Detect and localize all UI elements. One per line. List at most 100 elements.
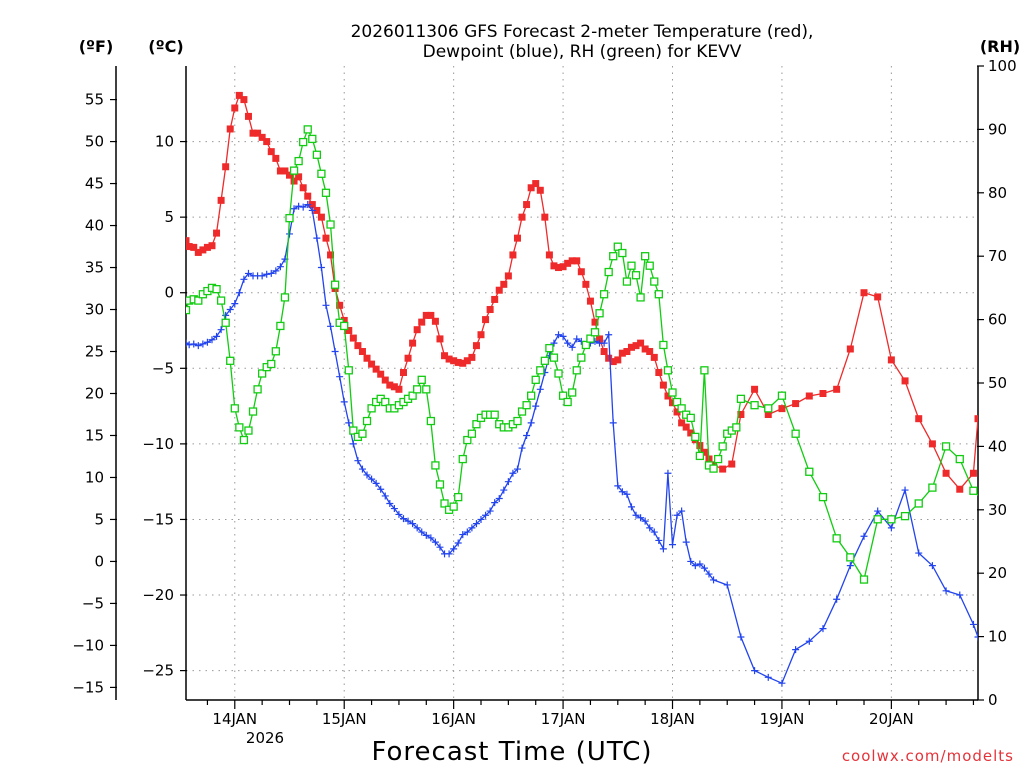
- temperature-marker: [618, 349, 626, 357]
- temperature-marker: [532, 180, 540, 188]
- rh-marker: [695, 451, 705, 461]
- temperature-marker: [404, 354, 412, 362]
- temperature-marker: [596, 335, 604, 343]
- rh-marker: [490, 410, 499, 419]
- chart-title-line2: Dewpoint (blue), RH (green) for KEVV: [423, 42, 742, 62]
- dewpoint-marker: [363, 471, 371, 479]
- fahrenheit-tick-label: −15: [72, 678, 104, 696]
- rh-marker: [303, 125, 312, 134]
- temperature-marker: [386, 381, 394, 389]
- rh-marker: [732, 423, 741, 432]
- dewpoint-marker: [737, 633, 745, 641]
- rh-marker: [700, 366, 709, 375]
- fahrenheit-tick-label: 0: [94, 552, 104, 570]
- temperature-marker: [336, 301, 344, 309]
- temperature-marker: [468, 353, 476, 361]
- dewpoint-marker: [450, 545, 458, 553]
- rh-marker: [312, 150, 322, 159]
- temperature-marker: [436, 335, 444, 343]
- dewpoint-marker: [564, 339, 572, 347]
- celsius-tick-label: −20: [142, 586, 174, 604]
- dewpoint-marker: [422, 531, 430, 539]
- temperature-marker: [431, 317, 439, 325]
- temperature-marker: [459, 359, 467, 367]
- rh-marker: [276, 321, 285, 331]
- dewpoint-marker: [472, 520, 480, 528]
- rh-marker: [194, 296, 203, 305]
- rh-marker: [226, 356, 235, 365]
- rh-marker: [367, 404, 376, 413]
- celsius-tick-label: −5: [152, 359, 174, 377]
- dewpoint-marker: [504, 478, 512, 486]
- dewpoint-marker: [627, 503, 635, 511]
- dewpoint-marker: [650, 528, 658, 536]
- rh-marker: [873, 515, 882, 524]
- dewpoint-marker: [632, 511, 640, 519]
- dewpoint-marker: [723, 581, 731, 589]
- rh-marker: [586, 334, 595, 343]
- dewpoint-marker: [495, 494, 503, 502]
- dewpoint-marker: [691, 562, 699, 570]
- temperature-marker: [623, 348, 631, 356]
- temperature-marker: [582, 280, 590, 288]
- temperature-line: [186, 94, 978, 491]
- temperature-marker: [313, 206, 321, 214]
- rh-marker: [713, 454, 723, 464]
- temperature-marker: [340, 316, 348, 324]
- x-axis-year-label: 2026: [246, 729, 284, 747]
- temperature-marker: [527, 184, 535, 192]
- dewpoint-marker: [491, 499, 499, 507]
- rh-marker: [650, 277, 659, 286]
- dewpoint-marker: [696, 560, 704, 568]
- rh-marker: [340, 321, 349, 331]
- rh-marker: [344, 366, 353, 375]
- temperature-marker: [541, 213, 549, 221]
- dewpoint-marker: [568, 343, 576, 351]
- dewpoint-marker: [846, 562, 854, 570]
- rh-marker: [289, 166, 299, 175]
- rh-marker: [308, 134, 317, 144]
- dewpoint-marker: [208, 336, 216, 344]
- dewpoint-marker: [418, 528, 426, 536]
- temperature-marker: [555, 264, 563, 272]
- rh-marker: [257, 369, 267, 378]
- data-series: [186, 91, 978, 687]
- temperature-marker: [719, 465, 727, 473]
- rh-marker: [563, 397, 572, 407]
- temperature-marker: [194, 248, 202, 256]
- dewpoint-marker: [646, 524, 654, 532]
- rh-tick-label: 80: [988, 184, 1007, 202]
- fahrenheit-tick-label: 35: [85, 259, 104, 277]
- rh-marker: [900, 511, 910, 521]
- celsius-tick-label: −10: [142, 435, 174, 453]
- temperature-marker: [422, 311, 430, 319]
- rh-marker: [248, 407, 258, 416]
- dewpoint-marker: [637, 514, 645, 522]
- rh-marker: [659, 340, 668, 350]
- rh-marker: [413, 385, 422, 394]
- temperature-marker: [659, 381, 667, 389]
- fahrenheit-tick-label: −5: [82, 594, 104, 612]
- rh-marker: [572, 366, 581, 375]
- dewpoint-marker: [258, 272, 266, 280]
- dewpoint-marker: [190, 340, 198, 348]
- rh-marker: [472, 420, 481, 429]
- fahrenheit-tick-label: 5: [94, 510, 104, 528]
- temperature-marker: [295, 173, 303, 181]
- temperature-marker: [482, 316, 490, 324]
- rh-marker: [440, 499, 449, 508]
- rh-marker: [463, 435, 472, 445]
- rh-marker: [613, 242, 622, 251]
- dewpoint-marker: [710, 576, 718, 584]
- temperature-marker: [669, 399, 677, 407]
- celsius-tick-label: −25: [142, 662, 174, 680]
- dewpoint-marker: [286, 230, 294, 238]
- temperature-marker: [682, 423, 690, 431]
- dewpoint-marker: [299, 203, 307, 211]
- temperature-marker: [413, 326, 421, 334]
- temperature-marker: [272, 154, 280, 162]
- temperature-marker: [969, 469, 977, 477]
- temperature-marker: [495, 286, 503, 294]
- rh-marker: [581, 340, 591, 350]
- temperature-marker: [349, 334, 357, 342]
